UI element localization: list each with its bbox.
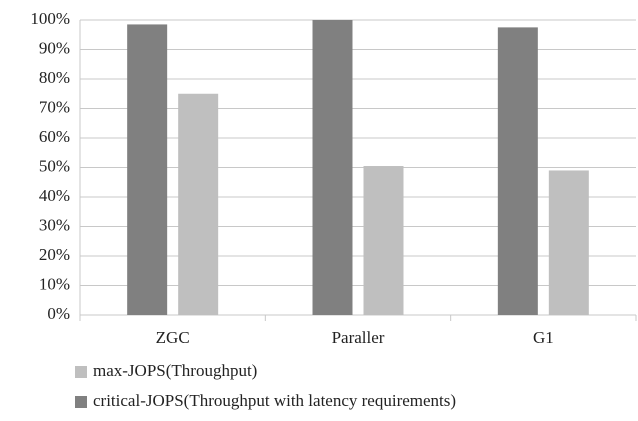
y-tick-label: 10% — [39, 274, 70, 293]
y-tick-label: 30% — [39, 215, 70, 234]
y-tick-label: 60% — [39, 127, 70, 146]
y-tick-label: 80% — [39, 68, 70, 87]
legend-label: max-JOPS(Throughput) — [93, 361, 257, 380]
y-tick-label: 40% — [39, 186, 70, 205]
bar — [312, 20, 353, 315]
bar — [127, 24, 168, 316]
y-tick-label: 90% — [39, 38, 70, 57]
legend-label: critical-JOPS(Throughput with latency re… — [93, 391, 456, 410]
x-tick-label: ZGC — [156, 328, 190, 347]
bar — [548, 170, 589, 315]
y-tick-label: 50% — [39, 156, 70, 175]
legend-swatch — [75, 366, 87, 378]
bar — [178, 93, 219, 315]
y-tick-label: 0% — [47, 304, 70, 323]
legend-swatch — [75, 396, 87, 408]
bar — [497, 27, 538, 315]
y-tick-label: 20% — [39, 245, 70, 264]
y-tick-label: 100% — [30, 9, 70, 28]
y-tick-label: 70% — [39, 97, 70, 116]
x-tick-label: Paraller — [332, 328, 385, 347]
x-tick-label: G1 — [533, 328, 554, 347]
bar — [363, 166, 404, 315]
